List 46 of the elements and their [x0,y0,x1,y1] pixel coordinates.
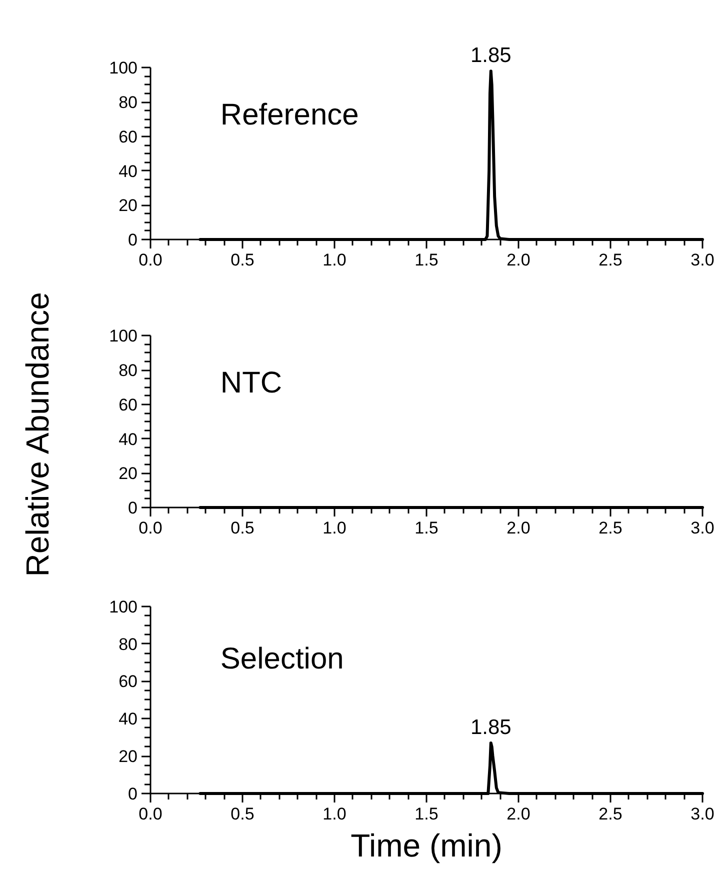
text: Reference [220,98,359,132]
x-tick-label: 2.0 [506,518,530,538]
x-tick-label: 1.0 [322,804,346,824]
x-tick-label: 2.0 [506,250,530,270]
y-tick-label: 40 [118,162,138,181]
y-tick-label: 100 [109,597,138,616]
x-tick-label: 3.0 [690,518,714,538]
x-tick-label: 3.0 [690,250,714,270]
annotation: 1.85 [470,44,512,68]
text: NTC [220,366,282,400]
text: Selection [220,642,344,676]
x-tick-label: 0.0 [138,250,162,270]
x-tick-label: 0.5 [230,250,254,270]
x-tick-label: 1.5 [414,250,438,270]
y-tick-label: 60 [118,127,138,146]
x-tick-label: 1.0 [322,250,346,270]
y-tick-label: 60 [118,395,138,414]
y-tick-label: 80 [118,93,138,112]
y-tick-label: 80 [118,634,138,654]
y-tick-label: 20 [118,464,138,484]
x-axis-title: Time (min) [350,828,502,864]
y-tick-label: 0 [128,498,138,518]
y-tick-label: 40 [118,710,138,729]
y-tick-label: 80 [118,361,138,380]
annotation: 1.85 [470,716,512,739]
x-tick-label: 0.5 [230,804,254,824]
y-tick-label: 60 [118,672,138,692]
y-tick-label: 20 [118,747,138,766]
x-tick-label: 1.5 [414,804,438,824]
y-tick-label: 20 [118,196,138,216]
y-tick-label: 100 [109,326,138,346]
x-tick-label: 2.0 [506,804,530,824]
x-tick-label: 2.5 [598,250,622,270]
y-tick-label: 0 [128,230,138,250]
x-tick-label: 3.0 [690,804,714,824]
y-axis-title: Relative Abundance [20,292,56,577]
x-tick-label: 1.0 [322,518,346,538]
y-tick-label: 0 [128,784,138,804]
x-tick-label: 1.5 [414,518,438,538]
x-tick-label: 2.5 [598,804,622,824]
x-tick-label: 0.0 [138,518,162,538]
x-tick-label: 2.5 [598,518,622,538]
y-tick-label: 100 [109,58,138,78]
x-tick-label: 0.0 [138,804,162,824]
y-tick-label: 40 [118,430,138,449]
x-tick-label: 0.5 [230,518,254,538]
